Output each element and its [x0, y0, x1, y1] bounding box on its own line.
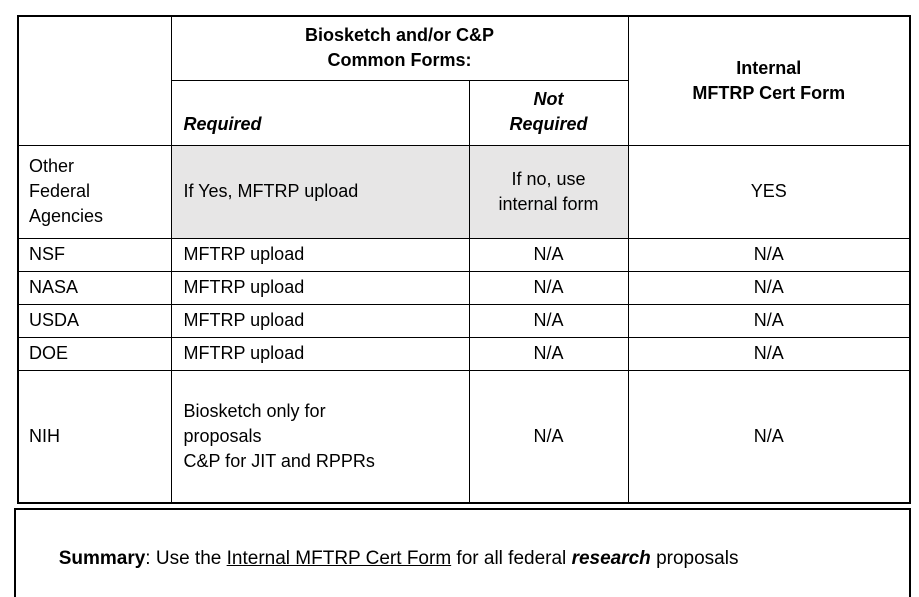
agency-forms-table: Biosketch and/or C&P Common Forms: Inter…	[17, 15, 912, 504]
internal-cert-cell: N/A	[627, 237, 911, 272]
internal-cert-cell: N/A	[627, 369, 911, 504]
agency-cell: NASA	[17, 270, 172, 305]
summary-text: : Use the	[145, 548, 227, 569]
header-required: Required	[170, 79, 470, 146]
summary-text: for all federal	[451, 548, 572, 569]
summary-box: Summary: Use the Internal MFTRP Cert For…	[14, 508, 911, 597]
not-required-cell: If no, use internal form	[468, 144, 629, 239]
corner-empty-cell	[17, 15, 172, 146]
agency-cell: Other Federal Agencies	[17, 144, 172, 239]
summary-text: proposals	[650, 548, 739, 569]
summary-label: Summary	[58, 548, 146, 569]
not-required-cell: N/A	[468, 237, 629, 272]
table-row-nih: NIH Biosketch only for proposals C&P for…	[17, 369, 911, 504]
internal-cert-cell: N/A	[627, 303, 911, 338]
header-row-group: Biosketch and/or C&P Common Forms: Inter…	[17, 15, 911, 146]
internal-cert-cell: N/A	[627, 270, 911, 305]
not-required-cell: N/A	[468, 303, 629, 338]
summary-underlined-form-name: Internal MFTRP Cert Form	[226, 548, 452, 569]
header-not-required: Not Required	[468, 79, 629, 146]
table-row-nasa: NASA MFTRP upload N/A N/A	[17, 270, 911, 305]
internal-cert-cell: YES	[627, 144, 911, 239]
required-cell: MFTRP upload	[170, 270, 470, 305]
table-row-other-federal-agencies: Other Federal Agencies If Yes, MFTRP upl…	[17, 144, 911, 239]
agency-cell: USDA	[17, 303, 172, 338]
agency-cell: DOE	[17, 336, 172, 371]
table-row-doe: DOE MFTRP upload N/A N/A	[17, 336, 911, 371]
header-biosketch-cp-group: Biosketch and/or C&P Common Forms:	[170, 15, 629, 81]
not-required-cell: N/A	[468, 369, 629, 504]
not-required-cell: N/A	[468, 336, 629, 371]
table-row-nsf: NSF MFTRP upload N/A N/A	[17, 237, 911, 272]
agency-cell: NSF	[17, 237, 172, 272]
table-row-usda: USDA MFTRP upload N/A N/A	[17, 303, 911, 338]
agency-cell: NIH	[17, 369, 172, 504]
required-cell: Biosketch only for proposals C&P for JIT…	[170, 369, 470, 504]
header-row-sub: Required Not Required	[18, 79, 910, 146]
summary-line-1: Summary: Use the Internal MFTRP Cert For…	[27, 515, 899, 597]
required-cell: If Yes, MFTRP upload	[170, 144, 470, 239]
not-required-cell: N/A	[468, 270, 629, 305]
header-internal-mftrp-cert-form: Internal MFTRP Cert Form	[627, 15, 911, 146]
summary-emphasis-research: research	[571, 548, 651, 569]
required-cell: MFTRP upload	[170, 237, 470, 272]
required-cell: MFTRP upload	[170, 303, 470, 338]
required-cell: MFTRP upload	[170, 336, 470, 371]
internal-cert-cell: N/A	[627, 336, 911, 371]
